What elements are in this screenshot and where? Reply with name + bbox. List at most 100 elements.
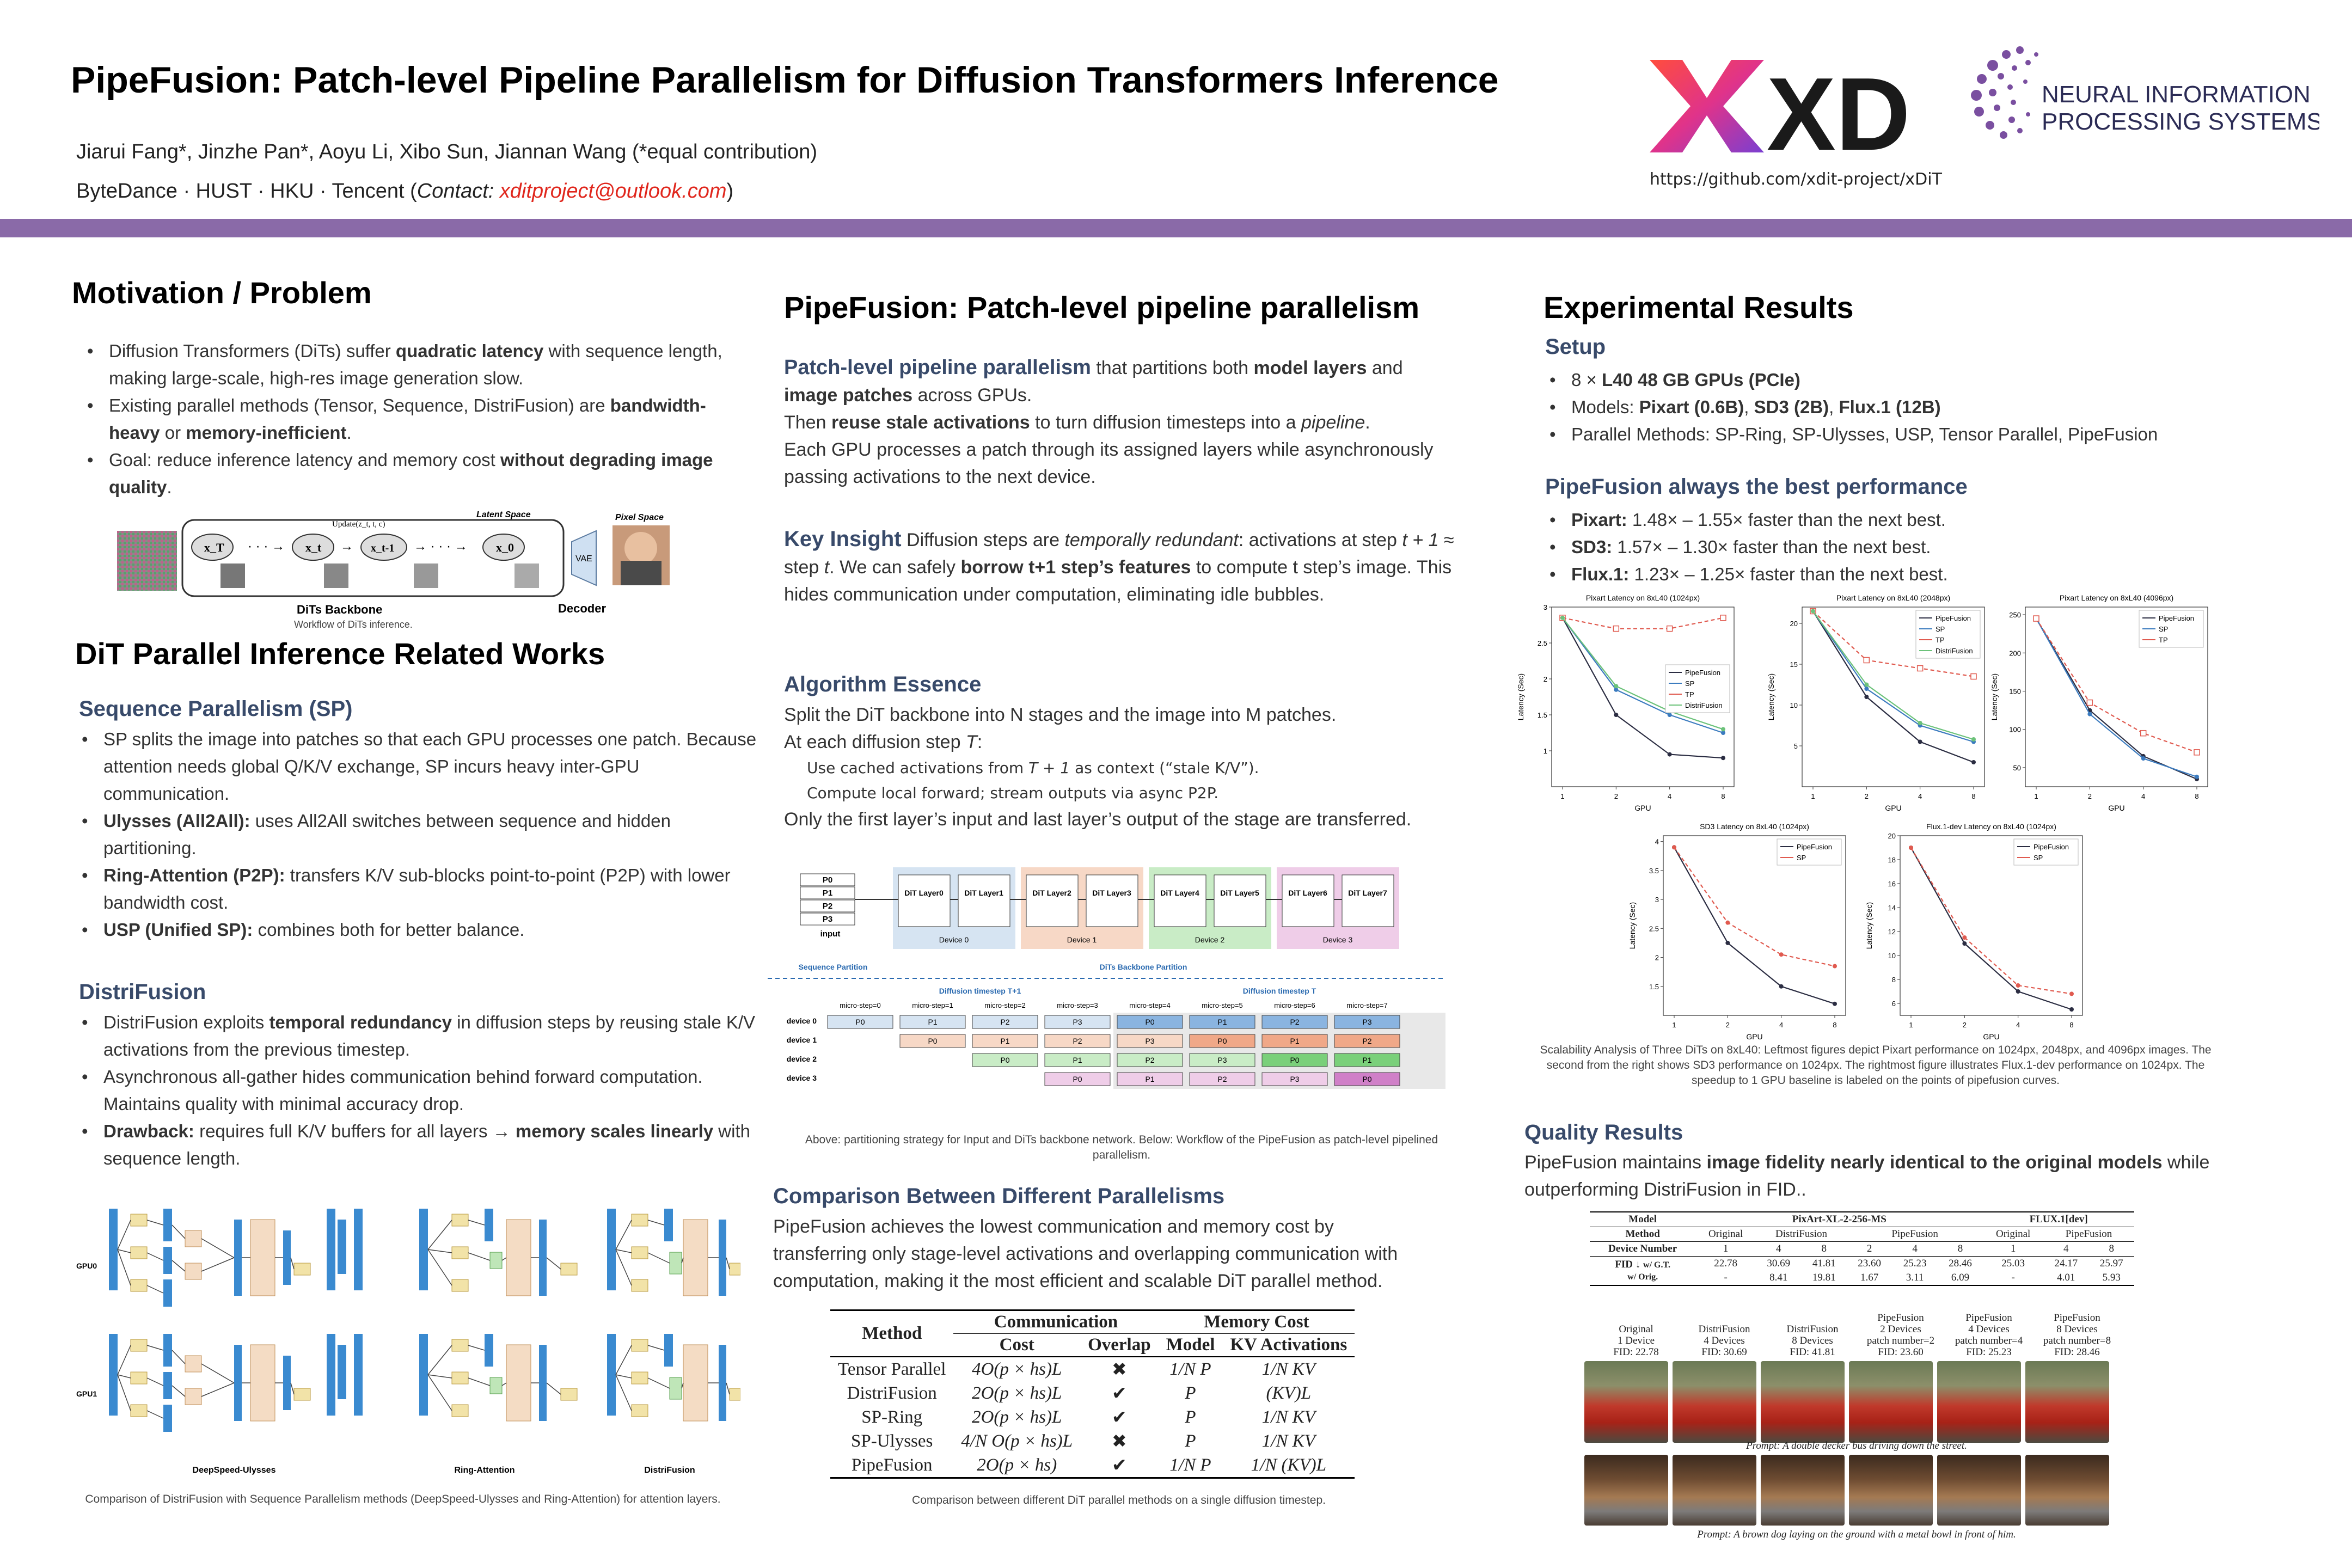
svg-text:Latent Space: Latent Space xyxy=(476,510,531,519)
x-tick-label: 1 xyxy=(1560,792,1564,800)
y-tick-label: 20 xyxy=(1790,620,1798,628)
svg-text:DiT Layer7: DiT Layer7 xyxy=(1348,889,1387,897)
data-point xyxy=(1970,673,1977,680)
svg-text:x_T: x_T xyxy=(204,541,224,554)
motivation-list: Diffusion Transformers (DiTs) suffer qua… xyxy=(77,338,751,501)
table-row: DistriFusion 2O(p × hs)L ✔ P (KV)L xyxy=(847,1383,1312,1404)
thumb-label: DistriFusion 4 Devices FID: 30.69 xyxy=(1698,1324,1750,1358)
best-list: Pixart: 1.48× – 1.55× faster than the ne… xyxy=(1540,506,2344,588)
svg-text:P1: P1 xyxy=(1000,1037,1009,1045)
y-tick-label: 200 xyxy=(2009,649,2021,657)
y-axis-label: Latency (Sec) xyxy=(1865,902,1873,949)
chart-flux-1024: Flux.1-dev Latency on 8xL40 (1024px)1 2 4 8… xyxy=(1862,819,2096,1048)
y-tick-label: 15 xyxy=(1790,660,1798,669)
chart-pixart-2048: Pixart Latency on 8xL40 (2048px) 1 2 4 8 5 10 1… xyxy=(1764,591,1998,819)
dog-image xyxy=(1849,1455,1933,1526)
thumb-label: PipeFusion 4 Devices patch number=4 FID: 25… xyxy=(1955,1312,2023,1358)
fig-title-ulysses: DeepSpeed-Ulysses xyxy=(193,1466,276,1475)
series-line xyxy=(1562,617,1724,734)
data-point xyxy=(1811,609,1815,614)
contact-email[interactable]: xditproject@outlook.com xyxy=(499,180,727,203)
legend-label: DistriFusion xyxy=(1935,647,1973,655)
data-point xyxy=(1864,682,1869,687)
data-point xyxy=(1667,752,1672,757)
pipeline-figure-caption: Above: partitioning strategy for Input a… xyxy=(805,1134,1438,1161)
setup-item: 8 × L40 48 GB GPUs (PCIe) xyxy=(1549,366,2344,394)
svg-text:Pixel Space: Pixel Space xyxy=(615,513,664,522)
y-tick-label: 14 xyxy=(1888,904,1896,912)
legend-label: SP xyxy=(1685,679,1694,688)
svg-text:GPU0: GPU0 xyxy=(76,1261,97,1270)
svg-text:micro-step=7: micro-step=7 xyxy=(1346,1001,1388,1009)
table-row: SP-Ulysses 4/N O(p × hs)L ✖ P 1/N KV xyxy=(851,1431,1315,1452)
chart-pixart-4096: Pixart Latency on 8xL40 (4096px) 1 2 4 8 50 10… xyxy=(1987,591,2221,819)
series-line xyxy=(2036,618,2197,753)
svg-text:device 2: device 2 xyxy=(787,1055,817,1063)
legend-label: SP xyxy=(2159,625,2168,633)
bus-image xyxy=(1584,1361,1668,1443)
x-tick-label: 1 xyxy=(2034,792,2038,800)
y-tick-label: 3.5 xyxy=(1649,867,1659,875)
setup-heading: Setup xyxy=(1545,335,1606,359)
x-tick-label: 8 xyxy=(2195,792,2198,800)
y-tick-label: 1.5 xyxy=(1649,983,1659,991)
dog-image xyxy=(2025,1455,2109,1526)
data-point xyxy=(1962,941,1967,946)
best-heading: PipeFusion always the best performance xyxy=(1545,475,1968,499)
neurips-logo: NEURAL INFORMATION PROCESSING SYSTEMS xyxy=(1960,38,2323,152)
legend-label: TP xyxy=(1935,636,1945,644)
svg-text:micro-step=0: micro-step=0 xyxy=(840,1001,881,1009)
svg-text:Sequence Partition: Sequence Partition xyxy=(799,963,868,971)
svg-text:· · · →: · · · → xyxy=(248,539,285,554)
data-point xyxy=(1971,737,1976,742)
svg-text:Workflow of DiTs inference.: Workflow of DiTs inference. xyxy=(294,619,413,630)
sp-item: Ring-Attention (P2P): transfers K/V sub-… xyxy=(82,862,757,916)
bus-image xyxy=(1849,1361,1933,1443)
svg-text:P2: P2 xyxy=(1217,1075,1227,1083)
series-line xyxy=(1562,617,1724,759)
contact-label: Contact: xyxy=(416,180,500,203)
svg-text:P0: P0 xyxy=(1362,1075,1371,1083)
svg-text:P0: P0 xyxy=(855,1018,865,1026)
svg-text:P0: P0 xyxy=(1073,1075,1082,1083)
svg-text:Decoder: Decoder xyxy=(558,602,606,615)
svg-text:micro-step=5: micro-step=5 xyxy=(1202,1001,1243,1009)
svg-text:DiT Layer4: DiT Layer4 xyxy=(1160,889,1199,897)
quality-table: Model PixArt-XL-2-256-MS FLUX.1[dev] Met… xyxy=(1590,1211,2145,1286)
df-item: Drawback: requires full K/V buffers for … xyxy=(82,1118,757,1172)
sp-item: USP (Unified SP): combines both for bett… xyxy=(82,916,757,944)
svg-text:micro-step=6: micro-step=6 xyxy=(1274,1001,1315,1009)
chart-title: SD3 Latency on 8xL40 (1024px) xyxy=(1700,822,1809,831)
data-point xyxy=(1725,920,1730,925)
y-tick-label: 10 xyxy=(1790,701,1798,709)
y-tick-label: 150 xyxy=(2009,687,2021,695)
x-tick-label: 1 xyxy=(1672,1021,1676,1029)
sp-heading: Sequence Parallelism (SP) xyxy=(79,697,353,721)
x-tick-label: 8 xyxy=(2069,1021,2073,1029)
key-insight: Key Insight Diffusion steps are temporal… xyxy=(784,527,1454,605)
data-point xyxy=(1833,1001,1837,1006)
xdit-logo: XDiT xyxy=(1644,54,2002,172)
data-point xyxy=(2033,615,2039,622)
data-point xyxy=(2194,749,2200,756)
svg-text:DiT Layer2: DiT Layer2 xyxy=(1032,889,1071,897)
data-point xyxy=(1725,940,1730,945)
y-tick-label: 1 xyxy=(1543,747,1547,755)
chart-title: Flux.1-dev Latency on 8xL40 (1024px) xyxy=(1926,822,2056,831)
repo-link[interactable]: https://github.com/xdit-project/xDiT xyxy=(1650,170,1942,189)
svg-text:P1: P1 xyxy=(1290,1037,1299,1045)
svg-text:→ · · · →: → · · · → xyxy=(414,539,468,554)
x-tick-label: 4 xyxy=(1779,1021,1783,1029)
svg-text:P1: P1 xyxy=(928,1018,937,1026)
data-point xyxy=(1720,615,1726,621)
svg-text:P1: P1 xyxy=(1362,1056,1371,1064)
plot-area xyxy=(1663,835,1846,1016)
svg-text:P0: P0 xyxy=(1217,1037,1227,1045)
motivation-heading: Motivation / Problem xyxy=(72,275,372,310)
data-point xyxy=(1721,731,1725,735)
quality-heading: Quality Results xyxy=(1524,1120,1683,1144)
svg-text:device 1: device 1 xyxy=(787,1036,817,1044)
affil-close: ) xyxy=(726,180,734,203)
y-tick-label: 16 xyxy=(1888,880,1896,888)
neurips-line2: PROCESSING SYSTEMS xyxy=(2042,108,2319,135)
